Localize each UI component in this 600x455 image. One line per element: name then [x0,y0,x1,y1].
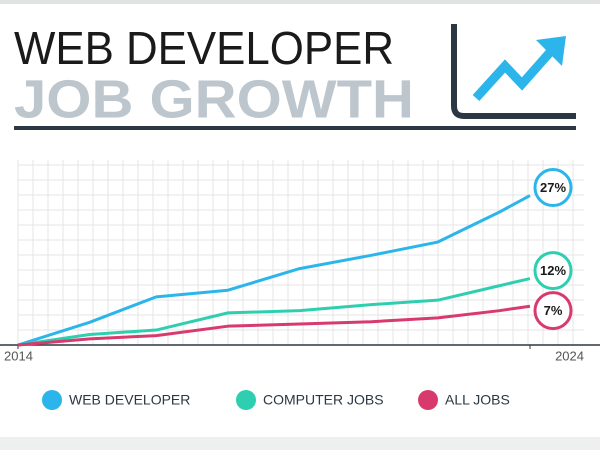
icon-trend [472,47,556,102]
subtitle: JOB GROWTH [14,69,414,129]
x-tick-label: 2024 [555,348,584,363]
bottom-border [0,437,600,450]
value-bubble [533,291,573,331]
grid [0,160,600,346]
value-bubble [533,251,573,291]
icon-axis [451,24,576,119]
legend-marker [42,390,62,410]
plot: 2014 2024 27% 12% 7% WEB DEVELOPER COMPUTER JO… [4,168,584,410]
title: WEB DEVELOPER [14,22,394,74]
value-bubble [533,168,573,208]
value-label: 12% [540,263,566,278]
value-label: 7% [544,303,563,318]
top-border [0,0,600,4]
series-line [17,304,531,347]
title-rule [14,126,576,130]
series-line [17,194,531,347]
value-label: 27% [540,180,566,195]
series-line [17,277,531,347]
legend-label: WEB DEVELOPER [69,392,190,408]
icon-arrowhead [536,36,566,66]
legend-marker [236,390,256,410]
legend-marker [418,390,438,410]
legend-label: COMPUTER JOBS [263,392,384,408]
x-tick-label: 2014 [4,348,33,363]
legend-label: ALL JOBS [445,392,510,408]
